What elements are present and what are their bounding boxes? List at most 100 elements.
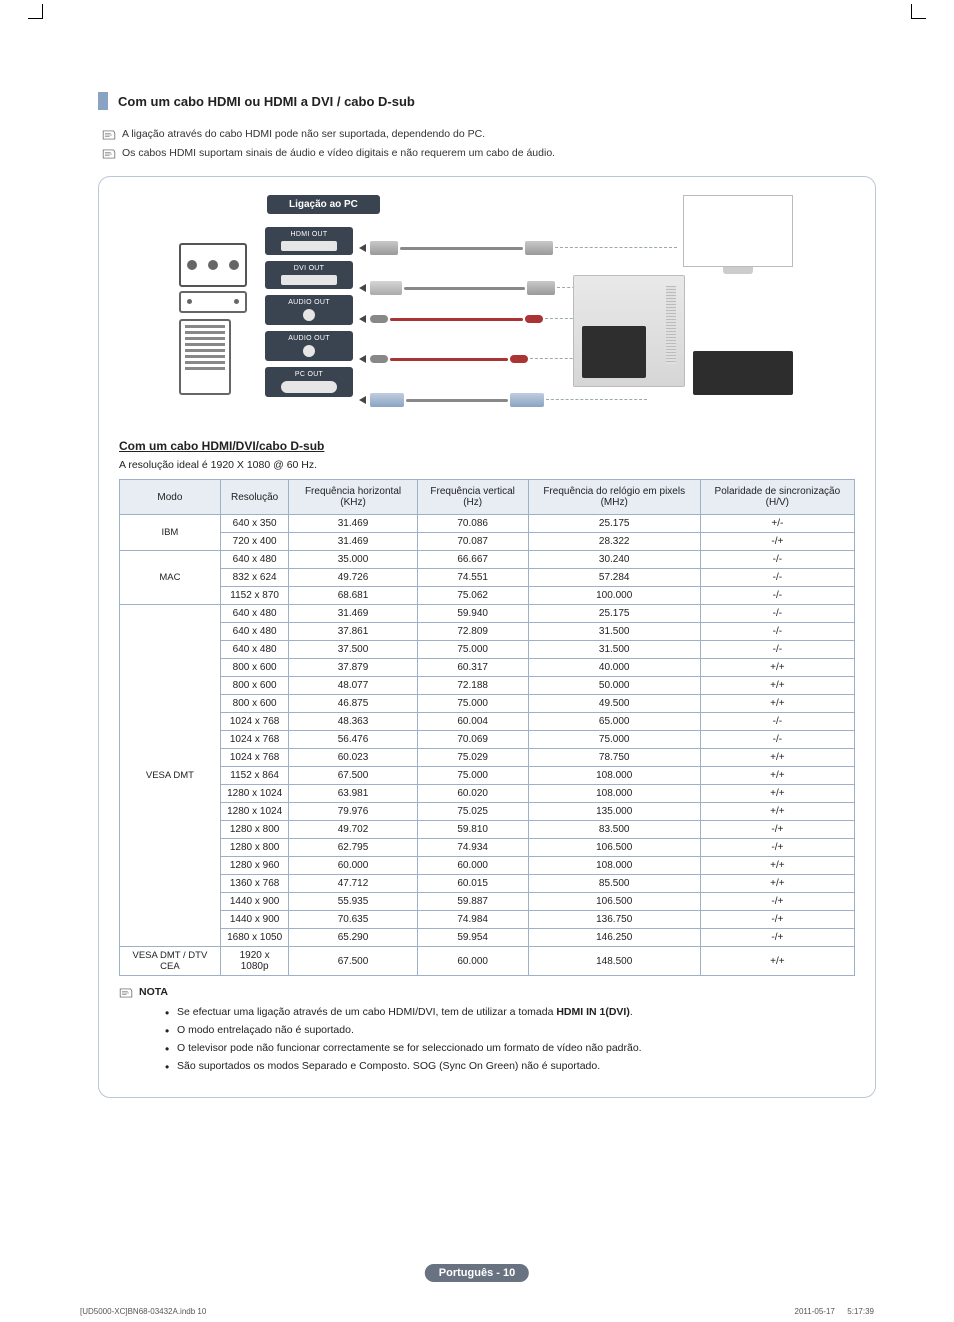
table-cell: 1280 x 1024 [220, 803, 289, 821]
table-cell: 67.500 [289, 767, 417, 785]
table-cell: 74.934 [417, 839, 528, 857]
table-cell: -/- [700, 641, 854, 659]
nota-item-text: O modo entrelaçado não é suportado. [177, 1024, 354, 1036]
table-cell: +/+ [700, 767, 854, 785]
mode-cell: MAC [120, 551, 221, 605]
intro-note-text: Os cabos HDMI suportam sinais de áudio e… [122, 147, 555, 159]
nota-block: NOTA [119, 986, 855, 999]
table-cell: -/+ [700, 929, 854, 947]
table-cell: -/- [700, 623, 854, 641]
table-cell: -/+ [700, 533, 854, 551]
table-cell: +/+ [700, 749, 854, 767]
nota-item-text: O televisor pode não funcionar correctam… [177, 1042, 642, 1054]
table-cell: 30.240 [528, 551, 700, 569]
table-cell: 640 x 480 [220, 605, 289, 623]
table-cell: 57.284 [528, 569, 700, 587]
table-row: 1152 x 86467.50075.000108.000+/+ [120, 767, 855, 785]
nota-item-text: . [630, 1006, 633, 1018]
hdmi-connector-icon [370, 241, 398, 255]
table-cell: 60.015 [417, 875, 528, 893]
table-row: 1680 x 105065.29059.954146.250-/+ [120, 929, 855, 947]
connection-diagram: Ligação ao PC HDMI OUTDVI OUTAUDIO OUTAU… [119, 195, 855, 419]
table-cell: 1152 x 864 [220, 767, 289, 785]
table-header: Frequência vertical (Hz) [417, 480, 528, 515]
tv-side-ports-icon [693, 351, 793, 395]
mode-cell: VESA DMT / DTV CEA [120, 947, 221, 976]
table-cell: 49.726 [289, 569, 417, 587]
table-cell: -/+ [700, 839, 854, 857]
table-cell: -/+ [700, 821, 854, 839]
hdmi-connector-icon [525, 241, 553, 255]
table-row: MAC640 x 48035.00066.66730.240-/- [120, 551, 855, 569]
pc-ports-column: HDMI OUTDVI OUTAUDIO OUTAUDIO OUTPC OUT [265, 227, 353, 403]
table-cell: 60.000 [289, 857, 417, 875]
table-cell: 59.810 [417, 821, 528, 839]
audio-jack-icon [370, 355, 388, 363]
table-cell: 37.879 [289, 659, 417, 677]
port-label: PC OUT [295, 371, 323, 378]
table-cell: 49.702 [289, 821, 417, 839]
nota-item: São suportados os modos Separado e Compo… [165, 1057, 855, 1075]
manual-page: Com um cabo HDMI ou HDMI a DVI / cabo D-… [0, 0, 954, 1322]
table-cell: +/+ [700, 695, 854, 713]
table-row: 1152 x 87068.68175.062100.000-/- [120, 587, 855, 605]
table-cell: 1280 x 1024 [220, 785, 289, 803]
table-cell: 48.363 [289, 713, 417, 731]
table-cell: -/- [700, 713, 854, 731]
table-cell: 65.290 [289, 929, 417, 947]
table-cell: +/+ [700, 659, 854, 677]
pc-port: PC OUT [265, 367, 353, 397]
nota-list: Se efectuar uma ligação através de um ca… [165, 1003, 855, 1075]
port-label: HDMI OUT [290, 231, 327, 238]
table-cell: 28.322 [528, 533, 700, 551]
table-cell: 1680 x 1050 [220, 929, 289, 947]
table-row: 800 x 60037.87960.31740.000+/+ [120, 659, 855, 677]
table-cell: 1024 x 768 [220, 731, 289, 749]
table-cell: 1024 x 768 [220, 749, 289, 767]
footer-timestamp: 2011-05-17 5:17:39 [795, 1307, 874, 1316]
table-cell: 135.000 [528, 803, 700, 821]
table-cell: 640 x 480 [220, 623, 289, 641]
table-cell: 75.029 [417, 749, 528, 767]
port-shape-icon [281, 241, 337, 251]
vga-connector-icon [370, 393, 404, 407]
table-cell: 83.500 [528, 821, 700, 839]
cable-vga [359, 393, 649, 407]
table-cell: 75.000 [417, 767, 528, 785]
table-cell: 75.000 [417, 695, 528, 713]
table-cell: 31.469 [289, 515, 417, 533]
table-cell: 136.750 [528, 911, 700, 929]
note-icon [102, 129, 116, 141]
dvi-connector-icon [370, 281, 402, 295]
section-title: Com um cabo HDMI ou HDMI a DVI / cabo D-… [118, 94, 415, 109]
mode-cell: VESA DMT [120, 605, 221, 947]
section-header: Com um cabo HDMI ou HDMI a DVI / cabo D-… [98, 92, 876, 110]
table-cell: 59.940 [417, 605, 528, 623]
table-cell: 1440 x 900 [220, 911, 289, 929]
table-row: 800 x 60046.87575.00049.500+/+ [120, 695, 855, 713]
tv-back-icon [573, 275, 685, 387]
note-icon [102, 148, 116, 160]
table-cell: 800 x 600 [220, 659, 289, 677]
footer-file-info: [UD5000-XC]BN68-03432A.indb 10 [80, 1307, 206, 1316]
table-cell: 67.500 [289, 947, 417, 976]
hdmi-connector-icon [527, 281, 555, 295]
vga-connector-icon [510, 393, 544, 407]
nota-item: Se efectuar uma ligação através de um ca… [165, 1003, 855, 1021]
intro-note-text: A ligação através do cabo HDMI pode não … [122, 128, 485, 140]
table-row: 640 x 48037.50075.00031.500-/- [120, 641, 855, 659]
table-cell: 640 x 350 [220, 515, 289, 533]
table-cell: 60.000 [417, 947, 528, 976]
table-cell: 25.175 [528, 605, 700, 623]
table-row: VESA DMT / DTV CEA1920 x 1080p67.50060.0… [120, 947, 855, 976]
table-row: 1280 x 80062.79574.934106.500-/+ [120, 839, 855, 857]
table-cell: +/- [700, 515, 854, 533]
table-cell: 37.500 [289, 641, 417, 659]
table-cell: 75.025 [417, 803, 528, 821]
table-cell: 60.020 [417, 785, 528, 803]
table-cell: 70.086 [417, 515, 528, 533]
diagram-container: Ligação ao PC HDMI OUTDVI OUTAUDIO OUTAU… [98, 176, 876, 1098]
pc-icon [179, 243, 249, 383]
nota-item-text: Se efectuar uma ligação através de um ca… [177, 1006, 556, 1018]
table-cell: +/+ [700, 677, 854, 695]
